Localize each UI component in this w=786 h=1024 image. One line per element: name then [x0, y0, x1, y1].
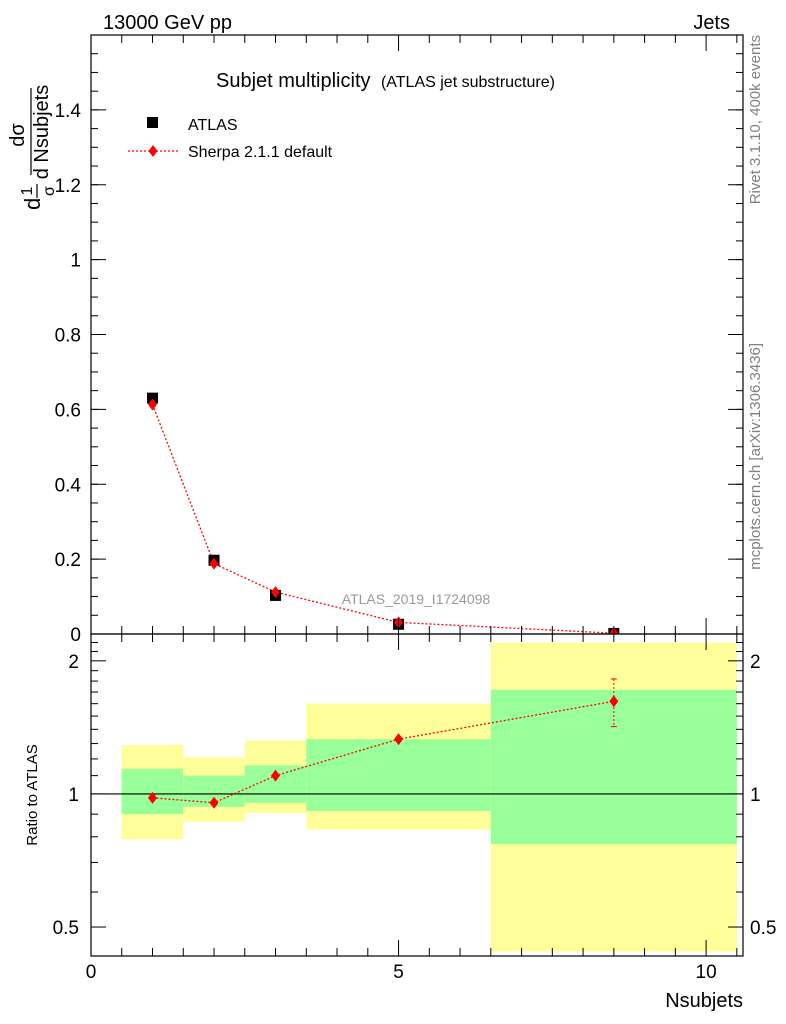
sherpa-point — [148, 398, 158, 411]
ratio-point — [209, 796, 219, 809]
top-ytick-label: 1.2 — [55, 176, 81, 197]
uncertainty-band-green — [490, 689, 737, 845]
legend: ATLAS Sherpa 2.1.1 default — [128, 117, 333, 161]
uncertainty-band-green — [121, 768, 184, 815]
legend-atlas-marker — [147, 117, 158, 128]
top-ytick-label: 0.8 — [55, 326, 81, 347]
bot-ytick-label-left: 0.5 — [53, 918, 79, 939]
bottom-panel-frame — [90, 633, 744, 957]
x-axis-label: Nsubjets — [665, 990, 743, 1012]
rivet-version-label: Rivet 3.1.10, 400k events — [747, 35, 764, 204]
bot-ytick-label-left: 1 — [68, 785, 79, 806]
uncertainty-band-green — [306, 739, 491, 811]
sherpa-point — [209, 557, 219, 570]
chart-title: Subjet multiplicity (ATLAS jet substruct… — [216, 70, 555, 92]
top-ytick-label: 0 — [70, 625, 81, 646]
ylabel-d: d — [20, 198, 45, 210]
top-ytick-label: 0.6 — [55, 400, 81, 421]
title-sub: (ATLAS jet substructure) — [381, 74, 555, 91]
mcplots-site-label: mcplots.cern.ch [arXiv:1306.3436] — [747, 343, 764, 570]
top-ytick-label: 1 — [70, 251, 81, 272]
ylabel-dN: d Nsubjets — [31, 85, 53, 180]
legend-sherpa-label: Sherpa 2.1.1 default — [188, 144, 333, 161]
bot-ytick-label-right: 1 — [750, 785, 761, 806]
bottom-panel: 0.5 0.5 1 1 2 2 0 5 10 — [53, 633, 776, 983]
analysis-id-label: ATLAS_2019_I1724098 — [342, 591, 491, 607]
ratio-point — [609, 695, 619, 708]
legend-atlas-label: ATLAS — [188, 117, 238, 134]
ratio-point — [394, 733, 404, 746]
xtick-label: 5 — [393, 962, 404, 983]
top-ylabel: d 1 σ dσ d Nsubjets — [7, 85, 58, 210]
top-ytick-label: 0.4 — [55, 475, 82, 496]
title-main: Subjet multiplicity — [216, 70, 371, 92]
bot-ytick-label-right: 2 — [750, 652, 761, 673]
category-label: Jets — [693, 12, 730, 34]
top-ytick-label: 1.4 — [55, 101, 82, 122]
sherpa-point — [271, 586, 281, 599]
atlas-point — [147, 392, 159, 404]
ratio-ylabel: Ratio to ATLAS — [24, 744, 41, 845]
sherpa-line — [151, 404, 614, 634]
ratio-point — [271, 769, 281, 782]
xtick-label: 10 — [696, 962, 717, 983]
ylabel-sigma: σ — [41, 186, 58, 196]
ylabel-dsigma: dσ — [7, 123, 29, 147]
bot-ytick-label-left: 2 — [68, 652, 79, 673]
bot-ytick-label-right: 0.5 — [750, 918, 776, 939]
ylabel-one: 1 — [19, 186, 36, 195]
top-ytick-label: 0.2 — [55, 550, 81, 571]
energy-label: 13000 GeV pp — [103, 12, 232, 34]
legend-sherpa-marker — [148, 145, 158, 157]
ratio-point — [148, 791, 158, 804]
xtick-label: 0 — [86, 962, 97, 983]
